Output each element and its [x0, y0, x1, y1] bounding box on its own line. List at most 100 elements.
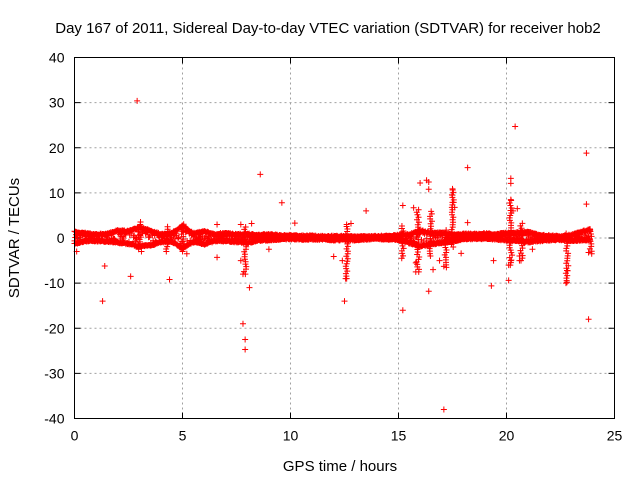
data-points — [71, 97, 595, 413]
data-point — [586, 225, 593, 232]
data-point-outlier — [505, 262, 512, 269]
y-tick-label: 0 — [57, 230, 65, 246]
data-point-outlier — [101, 262, 108, 269]
data-point-outlier — [458, 250, 465, 257]
data-point-outlier — [399, 202, 406, 209]
data-point — [415, 206, 422, 213]
data-point-outlier — [341, 298, 348, 305]
data-point-outlier — [449, 185, 456, 192]
data-point-outlier — [412, 268, 419, 275]
data-point-outlier — [214, 254, 221, 261]
data-point-outlier — [449, 199, 456, 206]
data-point-outlier — [330, 253, 337, 260]
data-point — [132, 234, 139, 241]
data-point — [128, 230, 135, 237]
data-point-outlier — [583, 201, 590, 208]
data-point-outlier — [464, 219, 471, 226]
data-point-outlier — [507, 196, 514, 203]
y-tick-label: -10 — [44, 275, 64, 291]
data-point — [563, 230, 570, 237]
data-point-outlier — [440, 263, 447, 270]
data-spike — [586, 225, 595, 257]
y-tick-label: 40 — [49, 50, 65, 66]
data-point-outlier — [239, 271, 246, 278]
data-point-outlier — [449, 192, 456, 199]
data-point — [398, 223, 405, 230]
data-point-outlier — [440, 406, 447, 413]
data-point-outlier — [339, 257, 346, 264]
data-point-outlier — [291, 220, 298, 227]
data-point-outlier — [490, 257, 497, 264]
data-point-outlier — [278, 199, 285, 206]
chart-title: Day 167 of 2011, Sidereal Day-to-day VTE… — [55, 20, 601, 37]
data-point-outlier — [436, 257, 443, 264]
data-point-outlier — [239, 320, 246, 327]
y-axis-label: SDTVAR / TECUs — [6, 178, 23, 298]
data-point — [525, 232, 532, 239]
data-point — [175, 234, 182, 241]
data-point-outlier — [512, 123, 519, 130]
y-tick-label: -30 — [44, 365, 64, 381]
data-point-outlier — [507, 257, 514, 264]
data-point — [164, 223, 171, 230]
data-spike — [448, 186, 457, 251]
data-point-outlier — [583, 150, 590, 157]
data-point-outlier — [183, 250, 190, 257]
data-point-outlier — [507, 180, 514, 187]
data-point-outlier — [464, 164, 471, 171]
data-point-outlier — [425, 186, 432, 193]
data-spike — [398, 223, 407, 262]
data-point — [205, 233, 212, 240]
data-point-outlier — [99, 298, 106, 305]
data-spike — [163, 223, 172, 255]
data-point — [428, 208, 435, 215]
data-point-outlier — [585, 316, 592, 323]
data-point-outlier — [246, 284, 253, 291]
data-spike — [506, 197, 516, 269]
data-spike — [240, 223, 250, 278]
y-tick-label: 30 — [49, 95, 65, 111]
data-spike — [562, 230, 572, 287]
data-point — [443, 227, 450, 234]
data-point-outlier — [242, 346, 249, 353]
data-point-outlier — [237, 221, 244, 228]
data-spike — [135, 218, 144, 253]
data-point — [76, 234, 83, 241]
data-spike — [426, 208, 435, 260]
data-point — [120, 235, 127, 242]
x-tick-label: 10 — [283, 428, 299, 444]
data-point-outlier — [430, 266, 437, 273]
data-point — [175, 235, 182, 242]
plot-frame — [74, 57, 615, 419]
data-point — [410, 235, 417, 242]
x-tick-label: 25 — [607, 428, 623, 444]
data-point-outlier — [138, 248, 145, 255]
data-point-outlier — [451, 204, 458, 211]
data-point-outlier — [265, 246, 272, 253]
x-tick-label: 15 — [391, 428, 407, 444]
x-tick-label: 5 — [179, 428, 187, 444]
x-tick-label: 0 — [71, 428, 79, 444]
y-tick-label: -20 — [44, 320, 64, 336]
x-tick-label: 20 — [499, 428, 515, 444]
data-point-outlier — [347, 220, 354, 227]
data-point-outlier — [412, 259, 419, 266]
data-point-outlier — [505, 277, 512, 284]
data-point — [137, 218, 144, 225]
data-point-outlier — [488, 282, 495, 289]
data-band — [71, 222, 594, 252]
data-point-outlier — [509, 207, 516, 214]
data-point-outlier — [237, 257, 244, 264]
data-point-outlier — [399, 307, 406, 314]
data-point-outlier — [248, 220, 255, 227]
data-point-outlier — [516, 253, 523, 260]
data-point — [180, 221, 187, 228]
data-point — [104, 234, 111, 241]
data-point-outlier — [257, 171, 264, 178]
data-point-outlier — [242, 336, 249, 343]
data-point-outlier — [529, 246, 536, 253]
y-tick-label: 20 — [49, 140, 65, 156]
data-point-outlier — [514, 205, 521, 212]
data-spike — [178, 221, 187, 255]
